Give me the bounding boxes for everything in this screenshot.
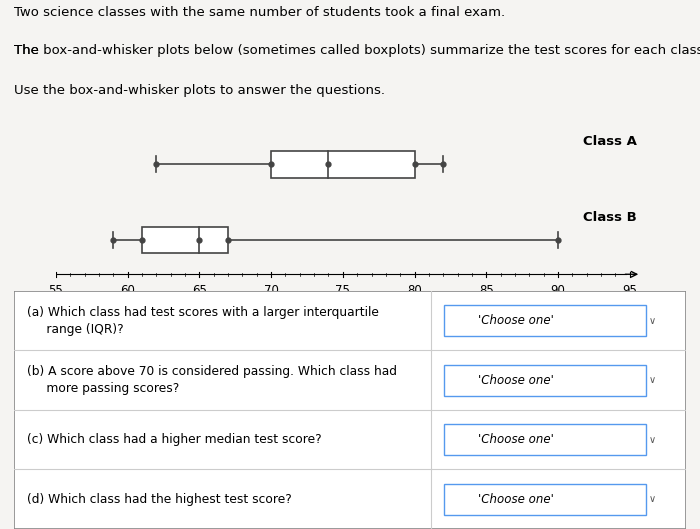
Text: 80: 80 (407, 284, 422, 297)
FancyBboxPatch shape (14, 291, 686, 529)
FancyBboxPatch shape (444, 484, 645, 515)
Text: ∨: ∨ (649, 494, 656, 504)
Text: 90: 90 (550, 284, 566, 297)
Text: 'Choose one': 'Choose one' (477, 314, 554, 327)
Text: 85: 85 (479, 284, 493, 297)
Text: Class B: Class B (583, 211, 637, 224)
Text: 'Choose one': 'Choose one' (477, 433, 554, 446)
Text: The box-and-whisker plots below (sometimes called boxplots) summarize the test s: The box-and-whisker plots below (sometim… (14, 44, 700, 57)
Text: 65: 65 (192, 284, 207, 297)
Text: (a) Which class had test scores with a larger interquartile
     range (IQR)?: (a) Which class had test scores with a l… (27, 306, 379, 336)
FancyBboxPatch shape (444, 365, 645, 396)
FancyBboxPatch shape (444, 305, 645, 336)
Text: 60: 60 (120, 284, 135, 297)
Text: Test score: Test score (296, 297, 375, 311)
Text: ∨: ∨ (649, 435, 656, 445)
Text: Use the box-and-whisker plots to answer the questions.: Use the box-and-whisker plots to answer … (14, 84, 385, 97)
Text: 'Choose one': 'Choose one' (477, 492, 554, 506)
Text: 'Choose one': 'Choose one' (477, 373, 554, 387)
Text: (c) Which class had a higher median test score?: (c) Which class had a higher median test… (27, 433, 322, 446)
Text: 70: 70 (264, 284, 279, 297)
FancyBboxPatch shape (271, 151, 414, 178)
Text: 95: 95 (622, 284, 637, 297)
Text: Two science classes with the same number of students took a final exam.: Two science classes with the same number… (14, 6, 505, 19)
FancyBboxPatch shape (444, 424, 645, 455)
Text: The: The (14, 44, 43, 57)
Text: 55: 55 (48, 284, 64, 297)
Text: ∨: ∨ (649, 375, 656, 385)
Text: (d) Which class had the highest test score?: (d) Which class had the highest test sco… (27, 492, 292, 506)
Text: Class A: Class A (583, 135, 637, 148)
Text: ∨: ∨ (649, 316, 656, 326)
FancyBboxPatch shape (142, 227, 228, 253)
Text: 75: 75 (335, 284, 350, 297)
Text: (b) A score above 70 is considered passing. Which class had
     more passing sc: (b) A score above 70 is considered passi… (27, 365, 398, 395)
